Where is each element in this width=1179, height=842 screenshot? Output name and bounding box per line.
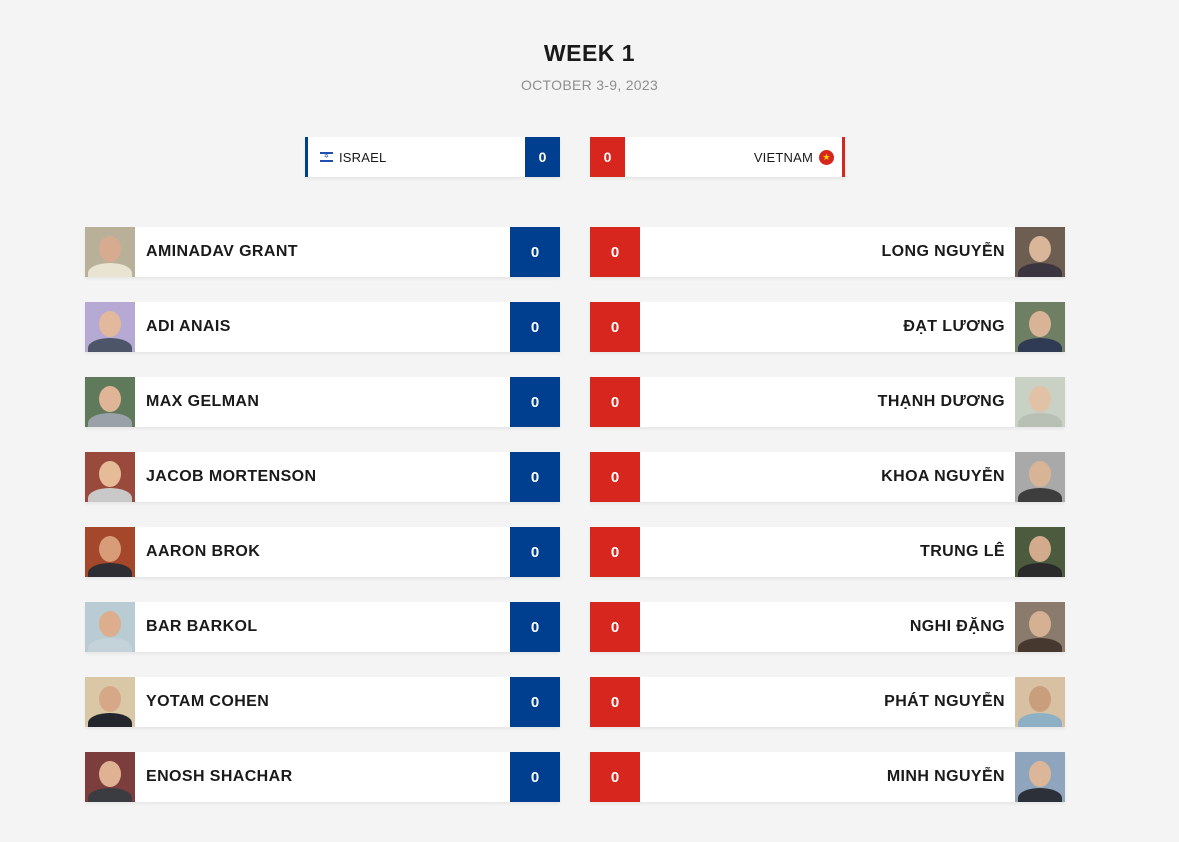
matchup-row: ENOSH SHACHAR 0 MINH NGUYỄN 0 bbox=[0, 752, 1179, 802]
avatar bbox=[1015, 452, 1065, 502]
player-score: 0 bbox=[510, 377, 560, 427]
page-title: WEEK 1 bbox=[543, 40, 636, 66]
avatar bbox=[85, 677, 135, 727]
player-score: 0 bbox=[510, 227, 560, 277]
avatar bbox=[1015, 377, 1065, 427]
team-israel: ✡ ISRAEL 0 bbox=[305, 137, 560, 177]
player-card-right[interactable]: KHOA NGUYỄN 0 bbox=[590, 452, 1065, 502]
player-score: 0 bbox=[590, 752, 640, 802]
player-name: MAX GELMAN bbox=[146, 393, 260, 410]
avatar bbox=[1015, 227, 1065, 277]
player-card-left[interactable]: MAX GELMAN 0 bbox=[85, 377, 560, 427]
player-name: ENOSH SHACHAR bbox=[146, 768, 293, 785]
vietnam-flag-icon: ★ bbox=[819, 149, 834, 165]
player-score: 0 bbox=[510, 527, 560, 577]
avatar bbox=[1015, 302, 1065, 352]
player-card-right[interactable]: TRUNG LÊ 0 bbox=[590, 527, 1065, 577]
team-vietnam: VIETNAM ★ 0 bbox=[590, 137, 845, 177]
matchup-row: MAX GELMAN 0 THẠNH DƯƠNG 0 bbox=[0, 377, 1179, 427]
player-name: BAR BARKOL bbox=[146, 618, 258, 635]
avatar bbox=[1015, 677, 1065, 727]
player-score: 0 bbox=[590, 377, 640, 427]
player-card-right[interactable]: NGHI ĐẶNG 0 bbox=[590, 602, 1065, 652]
player-card-right[interactable]: PHÁT NGUYỄN 0 bbox=[590, 677, 1065, 727]
page-header: WEEK 1 OCTOBER 3-9, 2023 bbox=[0, 40, 1179, 93]
player-score: 0 bbox=[590, 527, 640, 577]
player-card-right[interactable]: THẠNH DƯƠNG 0 bbox=[590, 377, 1065, 427]
player-card-left[interactable]: AMINADAV GRANT 0 bbox=[85, 227, 560, 277]
player-card-left[interactable]: ADI ANAIS 0 bbox=[85, 302, 560, 352]
player-card-left[interactable]: AARON BROK 0 bbox=[85, 527, 560, 577]
player-score: 0 bbox=[510, 302, 560, 352]
player-name: AARON BROK bbox=[146, 543, 261, 560]
avatar bbox=[85, 302, 135, 352]
player-score: 0 bbox=[590, 227, 640, 277]
team-label-israel: ISRAEL bbox=[339, 149, 387, 165]
avatar bbox=[1015, 527, 1065, 577]
player-card-left[interactable]: BAR BARKOL 0 bbox=[85, 602, 560, 652]
matchup-row: AARON BROK 0 TRUNG LÊ 0 bbox=[0, 527, 1179, 577]
player-card-right[interactable]: ĐẠT LƯƠNG 0 bbox=[590, 302, 1065, 352]
player-score: 0 bbox=[510, 452, 560, 502]
matchup-row: JACOB MORTENSON 0 KHOA NGUYỄN 0 bbox=[0, 452, 1179, 502]
player-name: LONG NGUYỄN bbox=[881, 243, 1005, 260]
player-name: TRUNG LÊ bbox=[920, 543, 1005, 560]
team-name-israel: ✡ ISRAEL bbox=[308, 150, 525, 165]
player-card-right[interactable]: MINH NGUYỄN 0 bbox=[590, 752, 1065, 802]
week-dates: OCTOBER 3-9, 2023 bbox=[520, 77, 659, 93]
player-score: 0 bbox=[510, 677, 560, 727]
player-name: JACOB MORTENSON bbox=[146, 468, 317, 485]
team-score-israel: 0 bbox=[525, 137, 560, 177]
player-name: YOTAM COHEN bbox=[146, 693, 270, 710]
player-name: THẠNH DƯƠNG bbox=[877, 393, 1005, 410]
matchup-row: BAR BARKOL 0 NGHI ĐẶNG 0 bbox=[0, 602, 1179, 652]
player-score: 0 bbox=[590, 302, 640, 352]
player-name: AMINADAV GRANT bbox=[146, 243, 298, 260]
matchup-row: ADI ANAIS 0 ĐẠT LƯƠNG 0 bbox=[0, 302, 1179, 352]
player-score: 0 bbox=[590, 602, 640, 652]
team-label-vietnam: VIETNAM bbox=[753, 149, 813, 165]
avatar bbox=[1015, 752, 1065, 802]
team-name-vietnam: VIETNAM ★ bbox=[625, 149, 842, 165]
avatar bbox=[85, 752, 135, 802]
israel-flag-icon: ✡ bbox=[320, 152, 333, 162]
player-card-left[interactable]: ENOSH SHACHAR 0 bbox=[85, 752, 560, 802]
player-name: PHÁT NGUYỄN bbox=[884, 693, 1005, 710]
player-card-left[interactable]: YOTAM COHEN 0 bbox=[85, 677, 560, 727]
team-score-vietnam: 0 bbox=[590, 137, 625, 177]
avatar bbox=[85, 527, 135, 577]
player-score: 0 bbox=[510, 602, 560, 652]
avatar bbox=[85, 602, 135, 652]
player-name: MINH NGUYỄN bbox=[886, 768, 1005, 785]
player-card-left[interactable]: JACOB MORTENSON 0 bbox=[85, 452, 560, 502]
avatar bbox=[85, 377, 135, 427]
player-name: ADI ANAIS bbox=[146, 318, 231, 335]
player-score: 0 bbox=[510, 752, 560, 802]
player-card-right[interactable]: LONG NGUYỄN 0 bbox=[590, 227, 1065, 277]
matchup-row: AMINADAV GRANT 0 LONG NGUYỄN 0 bbox=[0, 227, 1179, 277]
player-name: NGHI ĐẶNG bbox=[909, 618, 1005, 635]
avatar bbox=[85, 452, 135, 502]
player-name: KHOA NGUYỄN bbox=[881, 468, 1005, 485]
matchup-row: YOTAM COHEN 0 PHÁT NGUYỄN 0 bbox=[0, 677, 1179, 727]
avatar bbox=[1015, 602, 1065, 652]
avatar bbox=[85, 227, 135, 277]
player-score: 0 bbox=[590, 452, 640, 502]
player-score: 0 bbox=[590, 677, 640, 727]
player-name: ĐẠT LƯƠNG bbox=[903, 318, 1005, 335]
